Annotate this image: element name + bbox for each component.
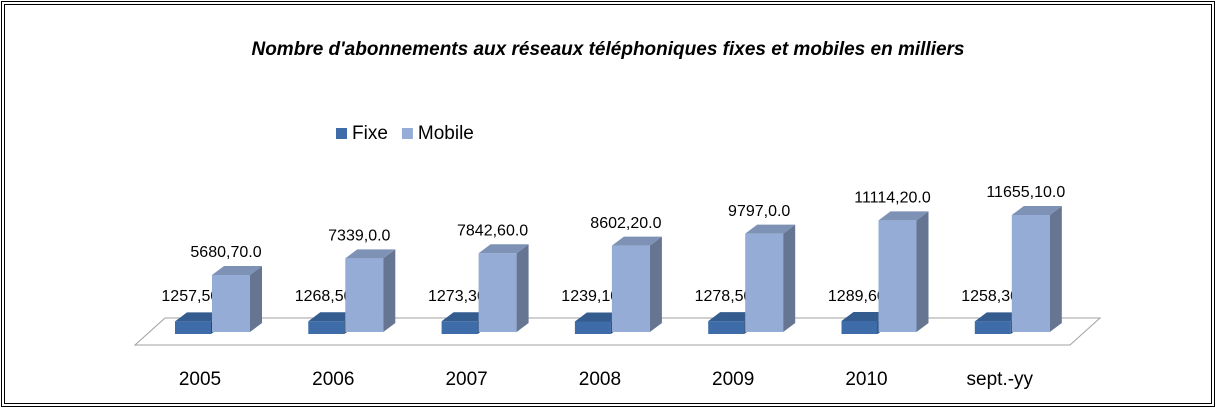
legend-label: Fixe — [352, 123, 388, 144]
bar-side — [783, 224, 796, 332]
bar-front — [478, 253, 517, 332]
bar-front — [212, 274, 250, 332]
bar-top — [974, 312, 1023, 322]
x-tick-label: 2007 — [445, 369, 487, 390]
bar-front — [611, 245, 650, 332]
bar-front — [441, 321, 478, 334]
bar-side — [383, 249, 396, 332]
bar-top — [441, 312, 490, 322]
bar — [345, 249, 396, 332]
bar-front — [878, 220, 917, 332]
data-label: 8602,20.0 — [590, 215, 661, 232]
bar-front — [841, 321, 878, 334]
bar-top — [841, 312, 890, 322]
bar-front — [308, 321, 345, 334]
data-label: 7842,60.0 — [457, 222, 528, 239]
bar-front — [1011, 215, 1050, 332]
bar-top — [611, 236, 662, 246]
data-label: 9797,0.0 — [728, 203, 790, 220]
inner-frame — [4, 4, 1212, 404]
legend-swatch — [401, 128, 413, 139]
bar-side — [250, 265, 262, 332]
bar-top — [345, 249, 396, 259]
bar — [1011, 206, 1062, 332]
data-label: 7339,0.0 — [328, 228, 390, 245]
x-tick-label: sept.-yy — [967, 369, 1034, 390]
bar — [478, 244, 529, 332]
x-tick-label: 2008 — [579, 369, 621, 390]
bar-front — [745, 233, 784, 332]
bar-side — [916, 211, 929, 332]
bar — [212, 265, 262, 332]
legend-swatch — [336, 128, 347, 139]
bar-top — [708, 312, 757, 322]
bar-front — [345, 258, 384, 332]
bar-side — [649, 236, 662, 332]
x-tick-label: 2006 — [312, 369, 354, 390]
bar-top — [745, 224, 796, 234]
chart-title: Nombre d'abonnements aux réseaux télépho… — [251, 39, 964, 60]
bar-front — [175, 321, 211, 334]
x-tick-label: 2009 — [712, 369, 754, 390]
bar-front — [574, 321, 611, 334]
bar-top — [212, 265, 262, 275]
bar — [611, 236, 662, 332]
x-tick-label: 2005 — [179, 369, 221, 390]
data-label: 11655,10.0 — [986, 184, 1065, 201]
bar-top — [574, 312, 623, 322]
x-tick-label: 2010 — [845, 369, 887, 390]
data-label: 11114,20.0 — [854, 190, 931, 207]
bar-top — [175, 312, 223, 322]
bar-top — [478, 244, 529, 254]
bar-top — [1011, 206, 1062, 215]
bar-front — [974, 321, 1011, 334]
bar-front — [708, 321, 745, 334]
bar-top — [308, 312, 357, 322]
legend-label: Mobile — [418, 123, 474, 144]
data-label: 5680,70.0 — [190, 244, 261, 261]
bar — [878, 211, 929, 332]
bar-side — [516, 244, 529, 332]
bar-top — [878, 211, 929, 221]
bar — [745, 224, 796, 332]
bar-side — [1049, 206, 1062, 332]
